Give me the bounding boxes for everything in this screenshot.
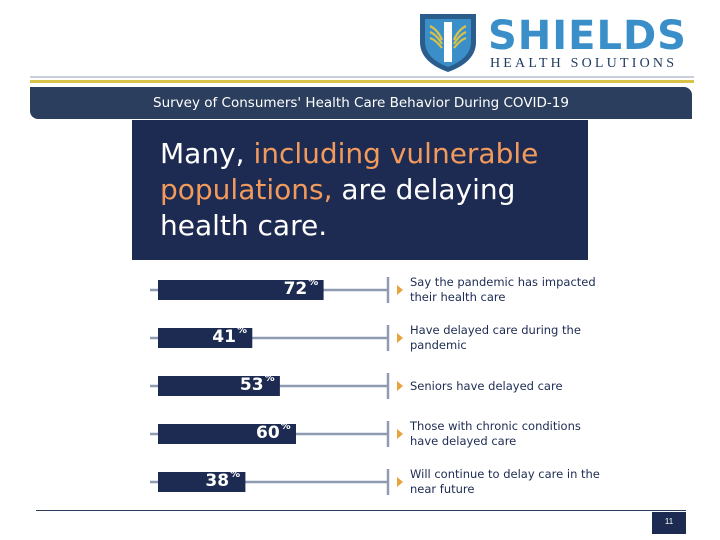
bar [158,472,246,492]
headline-panel: Many, including vulnerable populations, … [132,120,588,260]
page-number-box: 11 [652,512,686,534]
bar-value-label: 72% [283,277,319,299]
shield-icon [420,14,476,72]
arrow-marker-icon [397,477,403,487]
slide-title: Survey of Consumers' Health Care Behavio… [153,95,569,111]
bar-value-label: 60% [256,421,291,443]
bar [158,424,296,444]
logo-wordmark: SHIELDS [488,13,687,59]
category-label: Seniors have delayed care [410,378,563,393]
bar [158,328,253,348]
footer-divider [36,510,686,511]
title-banner: Survey of Consumers' Health Care Behavio… [30,87,692,119]
bar [158,280,324,300]
headline-part-3: are delaying health care. [160,173,516,242]
header-accent-divider [30,80,694,83]
category-label: Have delayed care during the pandemic [410,323,581,352]
bar-value-label: 53% [239,373,275,395]
header-divider [30,76,694,78]
page-number: 11 [664,517,674,526]
chart-svg [150,277,403,495]
bar-value-label: 41% [212,325,247,347]
shields-logo: SHIELDS HEALTH SOLUTIONS [418,12,690,76]
arrow-marker-icon [397,333,403,343]
arrow-marker-icon [397,381,403,391]
headline-highlight: including vulnerable populations, [160,137,539,206]
headline-part-1: Many, [160,137,254,170]
arrow-marker-icon [397,285,403,295]
category-label: Say the pandemic has impacted their heal… [410,275,596,304]
survey-bar-chart [150,268,410,513]
bar [158,376,280,396]
headline-text: Many, including vulnerable populations, … [160,136,580,244]
bar-value-label: 38% [205,469,241,491]
category-label: Will continue to delay care in the near … [410,467,600,496]
arrow-marker-icon [397,429,403,439]
logo-subtitle: HEALTH SOLUTIONS [490,56,678,71]
category-label: Those with chronic conditions have delay… [410,419,581,448]
